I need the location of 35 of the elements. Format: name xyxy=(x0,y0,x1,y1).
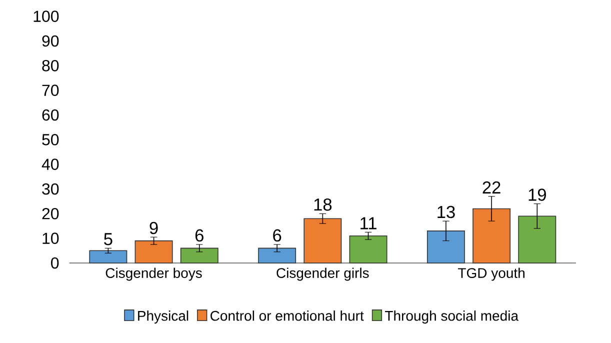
data-label: 22 xyxy=(482,181,500,194)
y-tick-label: 10 xyxy=(42,232,59,244)
y-tick-label: 20 xyxy=(42,208,59,220)
x-tick-label: Cisgender boys xyxy=(106,268,202,281)
y-tick-label: 0 xyxy=(51,257,59,269)
x-tick-label: Cisgender girls xyxy=(276,268,369,281)
bar xyxy=(180,248,218,264)
legend-label: Through social media xyxy=(385,310,519,324)
y-tick-label: 60 xyxy=(42,109,59,121)
bar xyxy=(89,250,128,264)
data-label: 9 xyxy=(150,222,158,234)
y-tick-label: 40 xyxy=(42,158,59,170)
legend-label: Control or emotional hurt xyxy=(210,310,364,321)
y-tick-label: 50 xyxy=(42,134,59,146)
bar xyxy=(134,240,173,264)
y-tick-label: 100 xyxy=(34,10,59,22)
bar xyxy=(426,230,465,264)
data-label: 5 xyxy=(104,233,112,246)
data-label: 11 xyxy=(360,217,376,230)
bar xyxy=(518,216,556,264)
y-tick-label: 70 xyxy=(42,84,59,96)
data-label: 6 xyxy=(195,229,204,242)
data-label: 18 xyxy=(314,198,332,211)
data-label: 19 xyxy=(528,188,546,201)
y-tick-label: 30 xyxy=(42,183,59,195)
bar xyxy=(349,235,388,264)
bar xyxy=(258,248,296,264)
x-tick-label: TGD youth xyxy=(458,268,524,281)
y-tick-label: 90 xyxy=(42,35,59,47)
legend-label: Physical xyxy=(138,310,188,324)
data-label: 13 xyxy=(438,206,455,218)
y-tick-label: 80 xyxy=(42,60,59,72)
bar xyxy=(472,208,511,264)
data-label: 6 xyxy=(273,229,282,242)
bar xyxy=(304,218,342,264)
